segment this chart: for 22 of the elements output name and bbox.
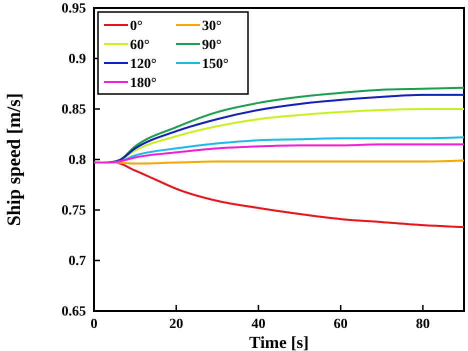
legend-label: 180° [130,76,157,91]
y-axis-title: Ship speed [m/s] [4,92,25,226]
x-tick-label: 60 [334,316,348,332]
legend-label: 150° [202,57,229,72]
legend-label: 0° [130,19,143,34]
y-tick-label: 0.75 [62,203,86,218]
x-axis-title: Time [s] [249,333,309,351]
x-tick-label: 80 [416,316,430,332]
y-tick-label: 0.7 [68,254,86,269]
x-tick-label: 0 [90,316,98,332]
line-series [93,143,465,164]
y-tick-label: 0.65 [62,304,86,320]
legend-label: 90° [202,38,222,53]
y-tick-label: 0.9 [68,52,86,67]
x-tick-label: 20 [169,316,184,332]
legend-label: 120° [130,57,157,72]
x-tick-label: 40 [251,316,266,332]
legend-label: 30° [202,19,222,34]
y-tick-label: 0.95 [62,1,86,16]
legend-label: 60° [130,38,150,53]
y-tick-label: 0.85 [62,102,86,118]
y-tick-label: 0.8 [68,152,86,168]
